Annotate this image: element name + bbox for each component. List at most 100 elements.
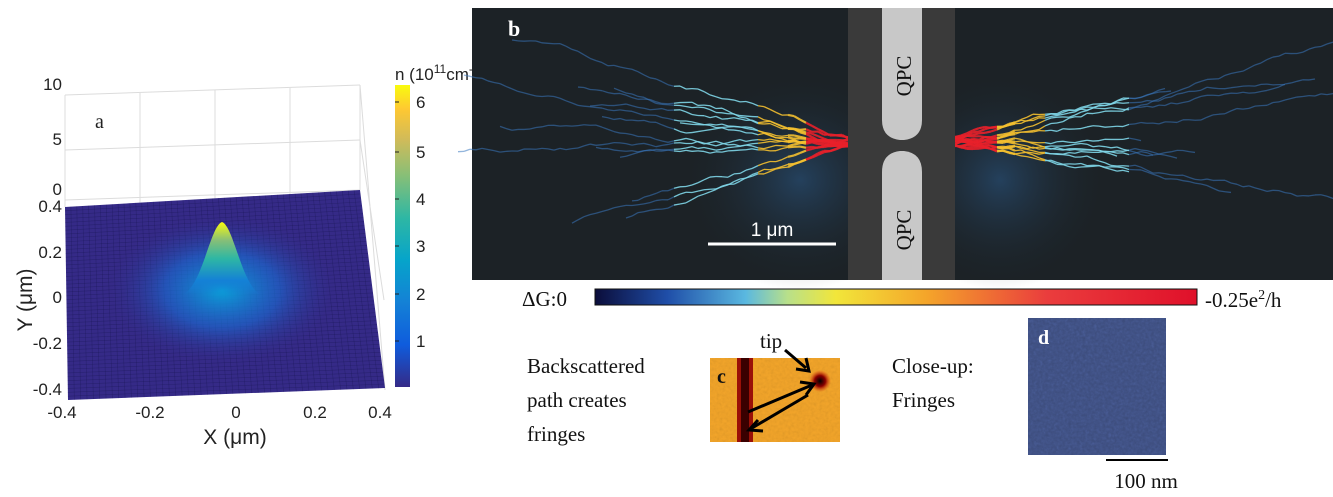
branch-segment <box>680 123 686 124</box>
branch-segment <box>1201 179 1207 180</box>
branch-segment <box>704 125 710 126</box>
branch-segment <box>800 142 806 143</box>
branch-segment <box>734 127 740 128</box>
x-tick-label: 0 <box>231 403 240 422</box>
branch-segment <box>1009 134 1015 135</box>
branch-segment <box>973 139 979 140</box>
branch-segment <box>1003 147 1009 148</box>
branch-segment <box>710 129 716 130</box>
branch-segment <box>602 144 608 145</box>
colorbar-tick-label: 1 <box>416 332 425 351</box>
branch-segment <box>1051 154 1057 155</box>
branch-segment <box>1105 108 1111 109</box>
z-tick-label: 5 <box>53 130 62 149</box>
caption-line: Close-up: <box>892 354 974 378</box>
branch-segment <box>704 189 710 190</box>
branch-segment <box>578 105 584 106</box>
branch-segment <box>572 126 578 127</box>
branch-segment <box>800 131 806 132</box>
branch-segment <box>1153 154 1159 155</box>
branch-segment <box>788 141 794 142</box>
branch-segment <box>500 151 506 152</box>
branch-segment <box>1189 152 1195 153</box>
branch-segment <box>1141 104 1147 105</box>
branch-segment <box>656 109 662 110</box>
y-tick-label: 0 <box>53 288 62 307</box>
branch-segment <box>1111 126 1117 127</box>
z-tick-label: 10 <box>43 75 62 94</box>
branch-segment <box>991 137 997 138</box>
branch-segment <box>716 124 722 125</box>
branch-segment <box>1027 142 1033 143</box>
branch-segment <box>1309 79 1315 80</box>
branch-segment <box>584 125 590 126</box>
panel-label: c <box>717 366 726 388</box>
branch-segment <box>758 123 764 124</box>
branch-segment <box>758 106 764 107</box>
caption-line: path creates <box>527 388 627 412</box>
branch-segment <box>632 200 638 201</box>
branch-segment <box>716 149 722 150</box>
branch-segment <box>776 136 782 137</box>
branch-segment <box>1207 87 1213 88</box>
branch-segment <box>985 127 991 128</box>
scale-bar-label: 1 μm <box>751 220 794 241</box>
branch-segment <box>1099 103 1105 104</box>
branch-segment <box>1075 163 1081 164</box>
branch-segment <box>1051 116 1057 117</box>
branch-segment <box>973 147 979 148</box>
branch-segment <box>1093 146 1099 147</box>
branch-segment <box>1063 146 1069 147</box>
branch-segment <box>1009 141 1015 142</box>
branch-segment <box>476 78 482 79</box>
branch-segment <box>1039 148 1045 149</box>
branch-segment <box>973 133 979 135</box>
branch-segment <box>842 145 848 146</box>
branch-segment <box>1273 102 1279 103</box>
branch-segment <box>794 143 800 144</box>
gate-label: QPC <box>892 210 916 251</box>
branch-segment <box>1015 146 1021 147</box>
branch-segment <box>1183 181 1189 182</box>
branch-segment <box>1147 106 1153 107</box>
branch-segment <box>650 209 656 210</box>
colorbar-tick-label: 3 <box>416 237 425 256</box>
branch-segment <box>638 96 644 97</box>
branch-segment <box>620 110 626 111</box>
colorbar-min: ΔG:0 <box>522 287 567 311</box>
branch-segment <box>1081 109 1087 110</box>
branch-segment <box>620 104 626 105</box>
branch-segment <box>1117 109 1123 110</box>
branch-segment <box>620 151 626 152</box>
y-tick-label: 0.2 <box>38 243 62 262</box>
branch-segment <box>1159 173 1165 174</box>
branch-segment <box>1027 152 1033 153</box>
branch-segment <box>614 105 620 106</box>
branch-segment <box>734 150 740 151</box>
branch-segment <box>979 140 985 142</box>
branch-segment <box>991 127 997 128</box>
branch-segment <box>1117 167 1123 168</box>
branch-segment <box>614 119 620 120</box>
branch-segment <box>1063 155 1069 156</box>
branch-segment <box>746 127 752 128</box>
branch-segment <box>554 125 560 126</box>
tip-label: tip <box>760 329 782 353</box>
branch-segment <box>596 90 602 91</box>
branch-segment <box>596 145 602 146</box>
branch-segment <box>620 143 626 144</box>
branch-segment <box>638 107 644 108</box>
branch-segment <box>1165 152 1171 153</box>
branch-segment <box>1021 152 1027 153</box>
branch-segment <box>674 103 680 104</box>
branch-segment <box>1153 123 1159 124</box>
branch-segment <box>997 137 1003 138</box>
branch-segment <box>1051 123 1057 124</box>
branch-segment <box>752 140 758 141</box>
branch-segment <box>1213 88 1219 89</box>
branch-segment <box>806 132 812 133</box>
y-axis-label: Y (μm) <box>14 268 37 331</box>
colorbar-a <box>395 85 410 387</box>
branch-segment <box>1045 153 1051 154</box>
branch-segment <box>1009 153 1015 154</box>
